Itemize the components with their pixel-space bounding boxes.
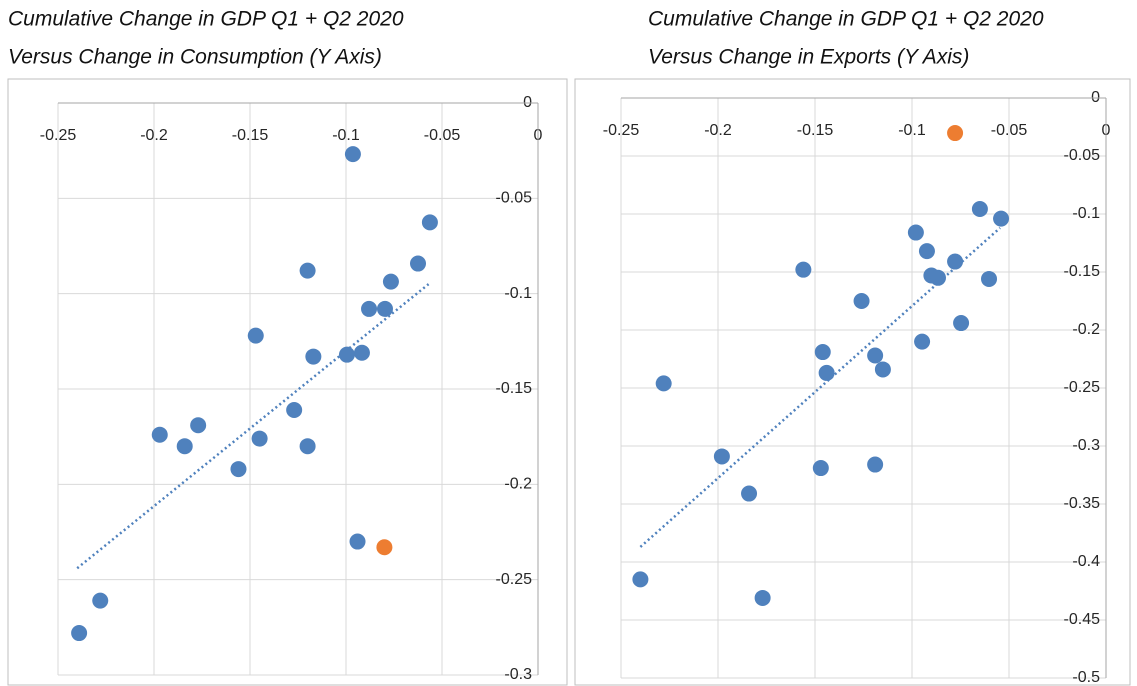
y-tick-label: -0.35 — [1064, 495, 1101, 512]
point — [286, 401, 303, 418]
point — [867, 456, 884, 473]
point — [741, 485, 758, 502]
y-tick-label: -0.1 — [504, 285, 532, 302]
y-tick-label: -0.5 — [1072, 669, 1100, 686]
point — [953, 315, 970, 332]
chart-subtitle: Versus Change in Exports (Y Axis) — [648, 46, 969, 69]
point — [655, 375, 672, 392]
point — [382, 273, 399, 290]
y-tick-label: -0.15 — [1064, 263, 1101, 280]
point — [993, 210, 1010, 227]
point — [299, 438, 316, 455]
point — [349, 533, 366, 550]
point — [71, 625, 88, 642]
point — [818, 364, 835, 381]
point — [918, 243, 935, 260]
x-tick-label: -0.15 — [797, 122, 834, 139]
point — [947, 125, 964, 142]
point — [410, 255, 426, 272]
point — [338, 346, 355, 363]
y-tick-label: -0.3 — [504, 666, 532, 683]
point — [947, 253, 964, 270]
y-tick-label: -0.05 — [1064, 147, 1101, 164]
y-tick-label: -0.05 — [496, 190, 533, 207]
point — [361, 300, 378, 317]
point — [795, 261, 812, 278]
point — [92, 592, 109, 609]
x-tick-label: -0.25 — [603, 122, 640, 139]
x-tick-label: -0.1 — [332, 127, 360, 144]
y-tick-label: -0.2 — [1072, 321, 1100, 338]
y-tick-label: -0.15 — [496, 380, 533, 397]
point — [251, 430, 268, 447]
chart-title: Cumulative Change in GDP Q1 + Q2 2020 — [8, 8, 404, 31]
point — [812, 460, 829, 477]
panel-border — [7, 78, 568, 686]
x-tick-label: -0.15 — [232, 127, 269, 144]
point — [176, 438, 193, 455]
point — [344, 146, 361, 163]
point — [874, 361, 891, 378]
y-tick-label: -0.25 — [496, 571, 533, 588]
x-tick-label: -0.2 — [704, 122, 732, 139]
point — [230, 461, 247, 478]
x-tick-label: -0.1 — [898, 122, 926, 139]
panel-border — [574, 78, 1131, 686]
trendline — [639, 226, 1001, 548]
point — [190, 417, 207, 434]
point — [914, 333, 931, 350]
x-tick-label: -0.05 — [424, 127, 461, 144]
trendline — [76, 283, 430, 570]
y-tick-label: -0.1 — [1072, 205, 1100, 222]
point — [247, 327, 264, 344]
point — [151, 426, 168, 443]
x-tick-label: -0.05 — [991, 122, 1028, 139]
y-tick-label: -0.25 — [1064, 379, 1101, 396]
point — [981, 270, 998, 287]
point — [907, 224, 924, 241]
point — [421, 214, 438, 231]
y-tick-label: -0.3 — [1072, 437, 1100, 454]
point — [713, 448, 730, 465]
point — [814, 344, 831, 361]
point — [376, 539, 393, 556]
point — [929, 269, 946, 286]
point — [376, 300, 393, 317]
point — [305, 348, 322, 365]
chart-title: Cumulative Change in GDP Q1 + Q2 2020 — [648, 8, 1044, 31]
y-tick-label: -0.4 — [1072, 553, 1100, 570]
point — [754, 589, 771, 606]
y-tick-label: -0.2 — [504, 476, 532, 493]
x-tick-label: -0.2 — [140, 127, 168, 144]
point — [971, 201, 988, 218]
x-tick-label: -0.25 — [40, 127, 77, 144]
point — [299, 262, 316, 279]
point — [353, 344, 370, 361]
point — [632, 571, 649, 588]
y-tick-label: -0.45 — [1064, 611, 1101, 628]
chart-subtitle: Versus Change in Consumption (Y Axis) — [8, 46, 382, 69]
point — [867, 347, 884, 364]
point — [853, 293, 870, 309]
